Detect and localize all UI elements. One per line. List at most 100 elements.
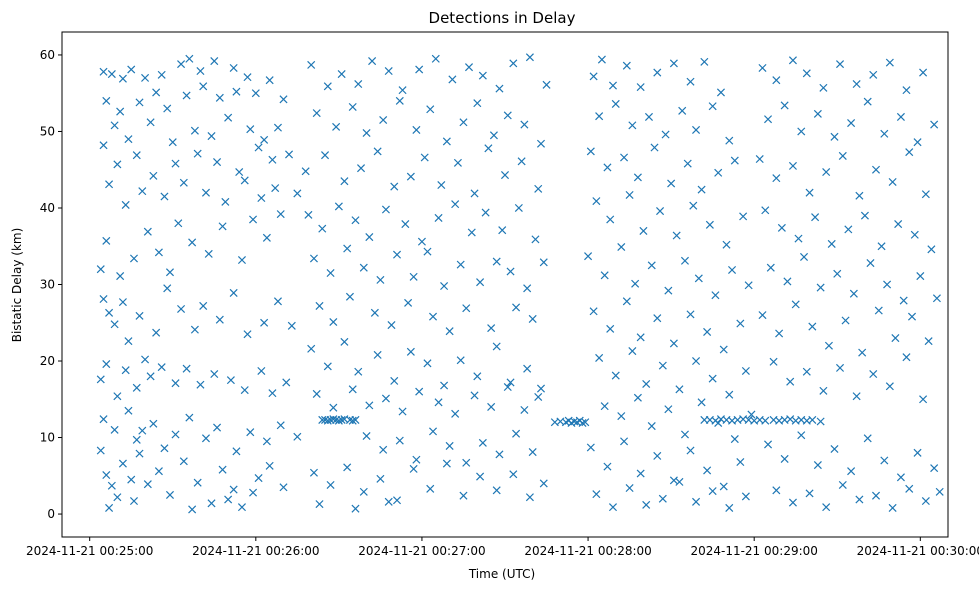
- data-point-marker: [368, 57, 377, 66]
- data-point-marker: [764, 440, 773, 449]
- data-point-marker: [146, 118, 155, 127]
- data-point-marker: [597, 55, 606, 64]
- data-point-marker: [883, 280, 892, 289]
- data-point-marker: [534, 184, 543, 193]
- data-point-marker: [215, 315, 224, 324]
- data-point-marker: [658, 361, 667, 370]
- data-point-marker: [177, 60, 186, 69]
- data-point-marker: [764, 115, 773, 124]
- data-point-marker: [703, 466, 712, 475]
- data-point-marker: [620, 153, 629, 162]
- data-point-marker: [786, 415, 795, 424]
- data-point-marker: [736, 457, 745, 467]
- data-point-marker: [406, 347, 415, 356]
- data-point-marker: [816, 417, 825, 426]
- data-point-marker: [642, 500, 651, 509]
- data-point-marker: [631, 279, 640, 288]
- data-point-marker: [213, 423, 222, 432]
- data-point-marker: [675, 477, 684, 486]
- data-point-marker: [835, 363, 845, 372]
- data-point-marker: [896, 473, 905, 482]
- data-point-marker: [301, 167, 310, 176]
- data-point-marker: [143, 227, 152, 236]
- data-point-marker: [625, 190, 634, 200]
- data-point-marker: [423, 247, 432, 256]
- data-point-marker: [686, 446, 695, 455]
- data-point-marker: [860, 211, 869, 220]
- data-point-marker: [99, 141, 108, 150]
- data-point-marker: [379, 115, 388, 125]
- data-point-marker: [318, 224, 327, 233]
- data-point-marker: [608, 503, 618, 512]
- data-point-marker: [680, 256, 689, 265]
- data-point-marker: [442, 137, 451, 146]
- data-point-marker: [692, 125, 701, 134]
- data-point-marker: [697, 185, 706, 194]
- data-point-marker: [661, 130, 670, 139]
- data-point-marker: [639, 226, 648, 235]
- data-point-marker: [736, 319, 745, 328]
- data-point-marker: [262, 233, 271, 242]
- data-point-marker: [384, 497, 393, 506]
- data-point-marker: [877, 242, 886, 251]
- data-point-marker: [188, 505, 197, 514]
- data-point-marker: [96, 375, 105, 384]
- data-point-marker: [362, 128, 371, 138]
- data-point-marker: [467, 228, 476, 237]
- data-point-marker: [708, 102, 717, 111]
- data-point-marker: [196, 380, 205, 389]
- data-point-marker: [246, 125, 255, 134]
- data-point-marker: [116, 272, 125, 281]
- data-point-marker: [141, 73, 150, 82]
- data-point-marker: [680, 430, 689, 439]
- data-point-marker: [675, 385, 684, 394]
- data-point-marker: [445, 327, 454, 336]
- data-point-marker: [755, 154, 764, 164]
- data-point-marker: [880, 129, 889, 138]
- data-point-marker: [644, 112, 653, 121]
- data-point-marker: [697, 398, 706, 407]
- data-point-marker: [456, 356, 465, 365]
- data-point-marker: [381, 394, 390, 403]
- data-point-marker: [503, 111, 512, 120]
- data-point-marker: [132, 151, 141, 160]
- data-point-marker: [218, 222, 227, 231]
- data-point-marker: [606, 215, 615, 224]
- data-point-marker: [138, 426, 147, 435]
- data-point-marker: [426, 484, 435, 493]
- data-point-marker: [448, 75, 457, 84]
- data-point-marker: [309, 468, 318, 477]
- data-point-marker: [232, 447, 241, 456]
- data-point-marker: [260, 135, 269, 144]
- data-point-marker: [838, 480, 847, 489]
- data-point-marker: [406, 172, 415, 181]
- data-point-marker: [855, 495, 864, 504]
- data-point-marker: [542, 80, 551, 89]
- data-point-marker: [285, 150, 294, 159]
- data-point-marker: [470, 391, 479, 400]
- data-point-marker: [517, 157, 526, 166]
- data-point-marker: [105, 180, 114, 189]
- data-point-marker: [664, 286, 673, 295]
- data-point-marker: [824, 341, 833, 350]
- data-point-marker: [730, 156, 739, 165]
- data-point-marker: [257, 366, 266, 375]
- data-point-marker: [633, 173, 642, 182]
- data-point-marker: [268, 389, 277, 398]
- data-point-marker: [428, 312, 438, 321]
- data-point-marker: [628, 121, 637, 130]
- data-point-marker: [384, 66, 393, 76]
- data-point-marker: [888, 177, 897, 186]
- data-point-marker: [343, 244, 352, 253]
- data-point-marker: [193, 149, 202, 158]
- x-tick-label: 2024-11-21 00:29:00: [690, 544, 817, 558]
- data-point-marker: [536, 139, 546, 148]
- data-point-marker: [891, 334, 900, 343]
- data-point-marker: [121, 366, 130, 375]
- data-point-marker: [816, 283, 825, 292]
- data-point-marker: [913, 448, 922, 457]
- data-point-marker: [869, 70, 878, 79]
- y-tick-label: 0: [47, 507, 55, 521]
- data-point-marker: [204, 249, 213, 258]
- data-point-marker: [412, 455, 421, 464]
